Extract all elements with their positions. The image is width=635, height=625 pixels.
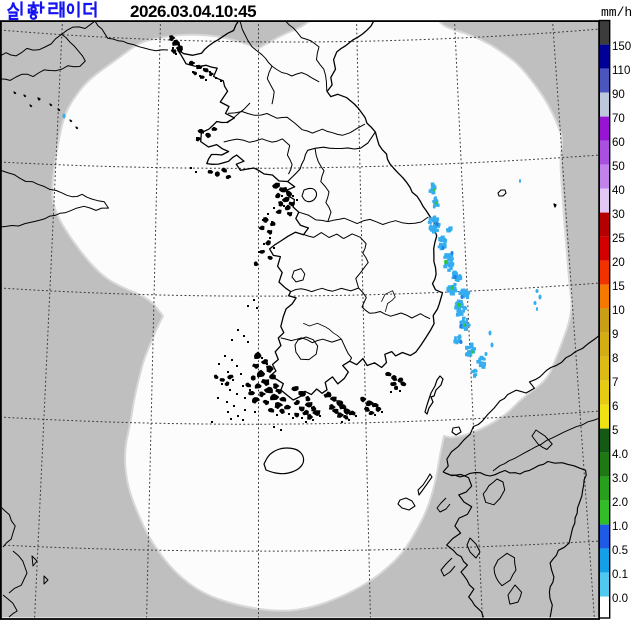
svg-text:20: 20 <box>612 257 625 269</box>
svg-text:70: 70 <box>612 113 625 125</box>
svg-text:4.0: 4.0 <box>612 449 628 461</box>
svg-text:40: 40 <box>612 185 625 197</box>
svg-text:30: 30 <box>612 209 625 221</box>
svg-text:2026.03.04.10:45: 2026.03.04.10:45 <box>130 2 256 21</box>
svg-text:5: 5 <box>612 425 618 437</box>
svg-text:0.5: 0.5 <box>612 545 628 557</box>
svg-text:9: 9 <box>612 329 618 341</box>
svg-text:10: 10 <box>612 305 625 317</box>
svg-text:150: 150 <box>612 41 631 53</box>
svg-text:25: 25 <box>612 233 625 245</box>
svg-text:mm/h: mm/h <box>601 5 632 20</box>
svg-text:2.0: 2.0 <box>612 497 628 509</box>
svg-text:8: 8 <box>612 353 618 365</box>
svg-text:7: 7 <box>612 377 618 389</box>
svg-text:110: 110 <box>612 65 630 77</box>
svg-text:3.0: 3.0 <box>612 473 628 485</box>
svg-text:50: 50 <box>612 161 625 173</box>
svg-text:15: 15 <box>612 281 625 293</box>
svg-text:60: 60 <box>612 137 625 149</box>
svg-text:0.1: 0.1 <box>612 569 628 581</box>
svg-text:1.0: 1.0 <box>612 521 628 533</box>
svg-text:6: 6 <box>612 401 618 413</box>
svg-text:0.0: 0.0 <box>612 593 628 605</box>
svg-text:90: 90 <box>612 89 625 101</box>
